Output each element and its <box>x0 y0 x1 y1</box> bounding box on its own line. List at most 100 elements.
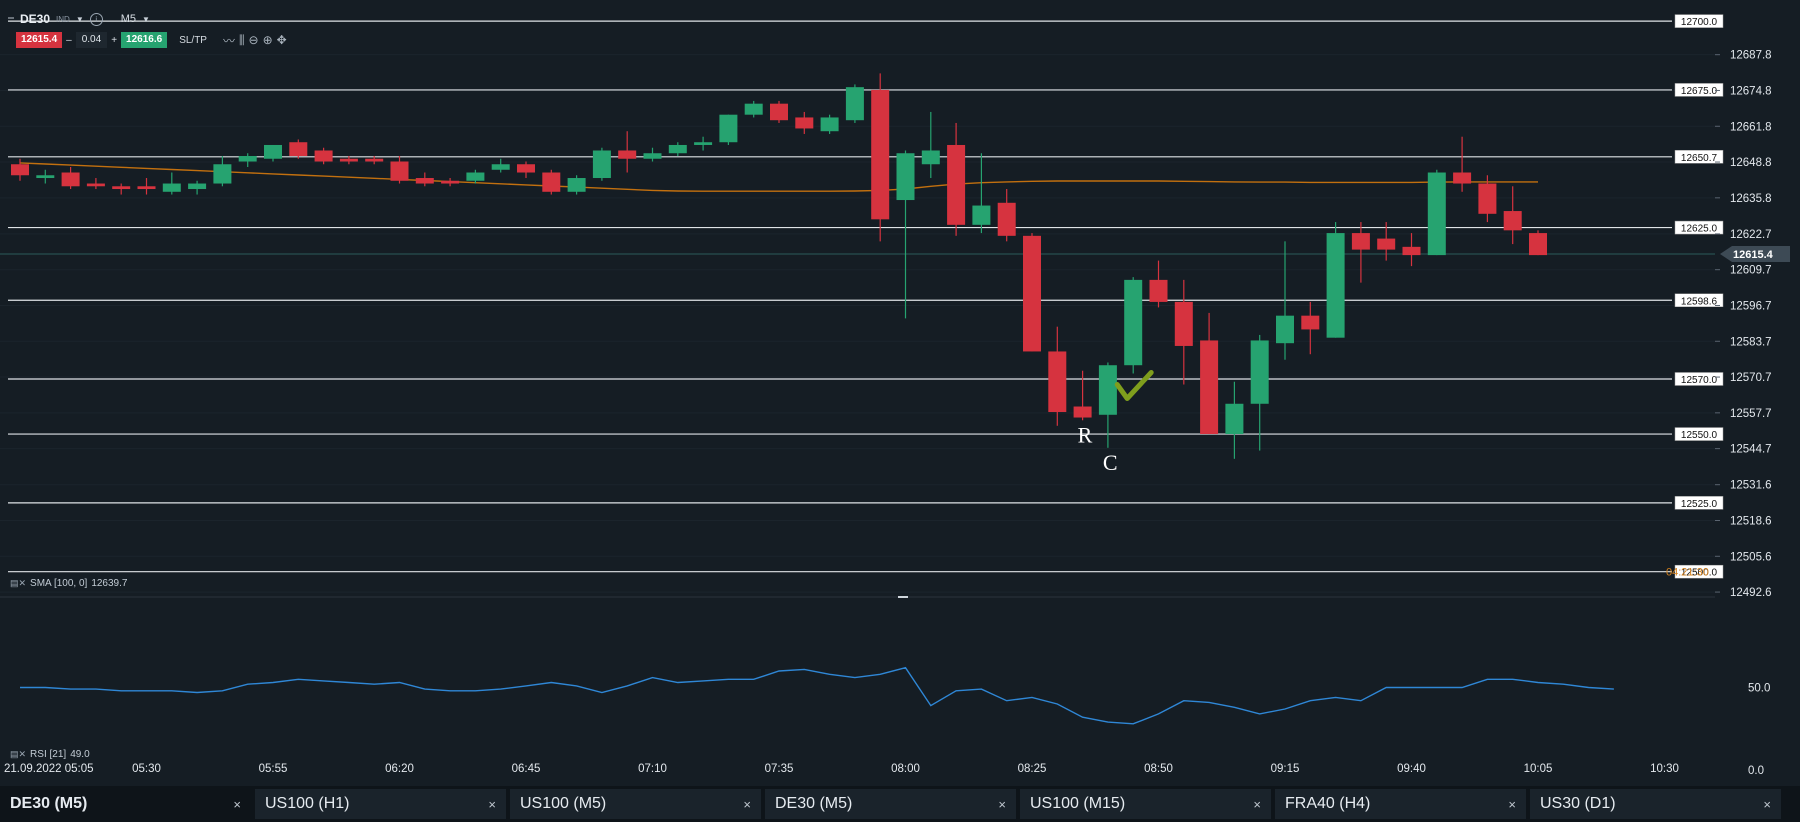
time-axis[interactable]: 21.09.2022 05:05 05:30 05:55 06:20 06:45 07:1… <box>4 763 1679 775</box>
rsi-indicator-label[interactable]: ▤✕ RSI [21] 49.0 <box>10 749 90 760</box>
candle[interactable] <box>1073 406 1092 418</box>
candle[interactable] <box>1225 403 1244 435</box>
candle[interactable] <box>820 117 839 132</box>
timeframe-caret-icon[interactable]: ▼ <box>142 14 150 24</box>
candle[interactable] <box>441 180 460 184</box>
candle[interactable] <box>921 150 940 165</box>
chart-tab[interactable]: US100 (H1) × <box>255 789 506 819</box>
candle[interactable] <box>947 144 966 225</box>
candle[interactable] <box>36 175 55 179</box>
line-chart-icon[interactable]: 〰 <box>222 33 235 48</box>
candle[interactable] <box>517 164 535 173</box>
candle[interactable] <box>770 103 788 121</box>
candle[interactable] <box>314 150 333 162</box>
candle[interactable] <box>112 186 131 190</box>
candle[interactable] <box>466 172 485 181</box>
candle[interactable] <box>415 178 434 184</box>
candle[interactable] <box>618 150 637 159</box>
candle[interactable] <box>339 158 358 162</box>
candle[interactable] <box>1402 246 1421 256</box>
candle[interactable] <box>289 142 308 156</box>
candle[interactable] <box>213 164 232 184</box>
candle[interactable] <box>1048 351 1067 413</box>
candle[interactable] <box>643 153 662 159</box>
candle[interactable] <box>1326 233 1345 338</box>
candle[interactable] <box>1453 172 1472 184</box>
chart-tab[interactable]: US100 (M5) × <box>510 789 761 819</box>
decrease-qty-button[interactable]: – <box>66 34 72 46</box>
candle[interactable] <box>542 172 561 192</box>
candle[interactable] <box>1023 235 1041 352</box>
candle[interactable] <box>238 155 257 162</box>
candle[interactable] <box>491 164 510 170</box>
candle[interactable] <box>162 183 181 192</box>
sell-button[interactable]: 12615.4 <box>16 32 63 48</box>
info-icon[interactable]: i <box>89 12 103 26</box>
candle[interactable] <box>1200 340 1219 435</box>
close-icon[interactable]: × <box>1508 796 1516 812</box>
candle[interactable] <box>86 183 105 187</box>
chart-tab[interactable]: US30 (D1) × <box>1530 789 1781 819</box>
price-axis[interactable]: 12687.8 12674.8 12661.8 12648.8 12635.8 12622… <box>1715 50 1772 599</box>
candle[interactable] <box>390 161 409 181</box>
close-icon[interactable]: × <box>998 796 1006 812</box>
candle[interactable] <box>1301 315 1320 330</box>
candle[interactable] <box>1174 301 1193 346</box>
quantity-field[interactable]: 0.04 <box>75 32 108 48</box>
candle[interactable] <box>1250 340 1269 404</box>
candle[interactable] <box>365 158 384 162</box>
zoom-out-icon[interactable]: ⊖ <box>248 33 259 47</box>
candle[interactable] <box>1377 238 1396 250</box>
candle[interactable] <box>1478 183 1497 214</box>
close-icon[interactable]: × <box>743 796 751 812</box>
candles[interactable] <box>11 73 1547 459</box>
candle[interactable] <box>997 202 1016 236</box>
candle[interactable] <box>871 89 890 220</box>
candle[interactable] <box>1124 279 1143 366</box>
zoom-in-icon[interactable]: ⊕ <box>262 33 273 47</box>
candle[interactable] <box>845 87 864 121</box>
candle[interactable] <box>188 183 207 190</box>
candle[interactable] <box>896 153 915 201</box>
symbol-name[interactable]: DE30 <box>20 12 51 26</box>
close-icon[interactable]: × <box>233 796 241 812</box>
candle[interactable] <box>61 172 80 187</box>
candle[interactable] <box>1149 279 1168 302</box>
chart-tab[interactable]: FRA40 (H4) × <box>1275 789 1526 819</box>
candle[interactable] <box>137 186 156 190</box>
candle[interactable] <box>694 142 713 145</box>
buy-button[interactable]: 12616.6 <box>121 32 168 48</box>
close-icon[interactable]: × <box>1253 796 1261 812</box>
price-chart[interactable]: 12700.0 12675.0 12650.7 12625.0 12598.6 12570… <box>0 0 1800 786</box>
indicator-settings-icon[interactable]: ▤✕ <box>10 749 27 759</box>
candle[interactable] <box>567 178 586 192</box>
candle[interactable] <box>1276 315 1294 344</box>
candle[interactable] <box>1098 365 1117 415</box>
candle[interactable] <box>1529 233 1547 256</box>
candle[interactable] <box>668 144 687 154</box>
close-icon[interactable]: × <box>1763 796 1771 812</box>
candle[interactable] <box>592 150 611 179</box>
sma-indicator-label[interactable]: ▤✕ SMA [100, 0] 12639.7 <box>10 578 127 589</box>
close-icon[interactable]: × <box>488 796 496 812</box>
candle[interactable] <box>795 117 814 129</box>
candle-chart-icon[interactable]: ⫼ <box>239 32 245 47</box>
timeframe-select[interactable]: M5 <box>120 13 137 25</box>
chart-tab[interactable]: DE30 (M5) × <box>765 789 1016 819</box>
increase-qty-button[interactable]: + <box>111 34 118 46</box>
price-levels[interactable]: 12700.0 12675.0 12650.7 12625.0 12598.6 12570… <box>8 14 1724 579</box>
candle[interactable] <box>11 164 29 176</box>
candle[interactable] <box>972 205 991 225</box>
chart-tab[interactable]: DE30 (M5) × <box>0 789 251 819</box>
dropdown-caret-icon[interactable]: ▼ <box>75 14 84 24</box>
candle[interactable] <box>744 103 763 115</box>
candle[interactable] <box>1351 233 1370 250</box>
candle[interactable] <box>719 114 738 143</box>
sltp-button[interactable]: SL/TP <box>179 34 207 46</box>
candle[interactable] <box>1503 211 1522 231</box>
candle[interactable] <box>264 144 282 159</box>
chart-tab[interactable]: US100 (M15) × <box>1020 789 1271 819</box>
crosshair-icon[interactable]: ✥ <box>276 33 287 47</box>
indicator-settings-icon[interactable]: ▤✕ <box>10 578 27 588</box>
candle[interactable] <box>1427 172 1446 256</box>
